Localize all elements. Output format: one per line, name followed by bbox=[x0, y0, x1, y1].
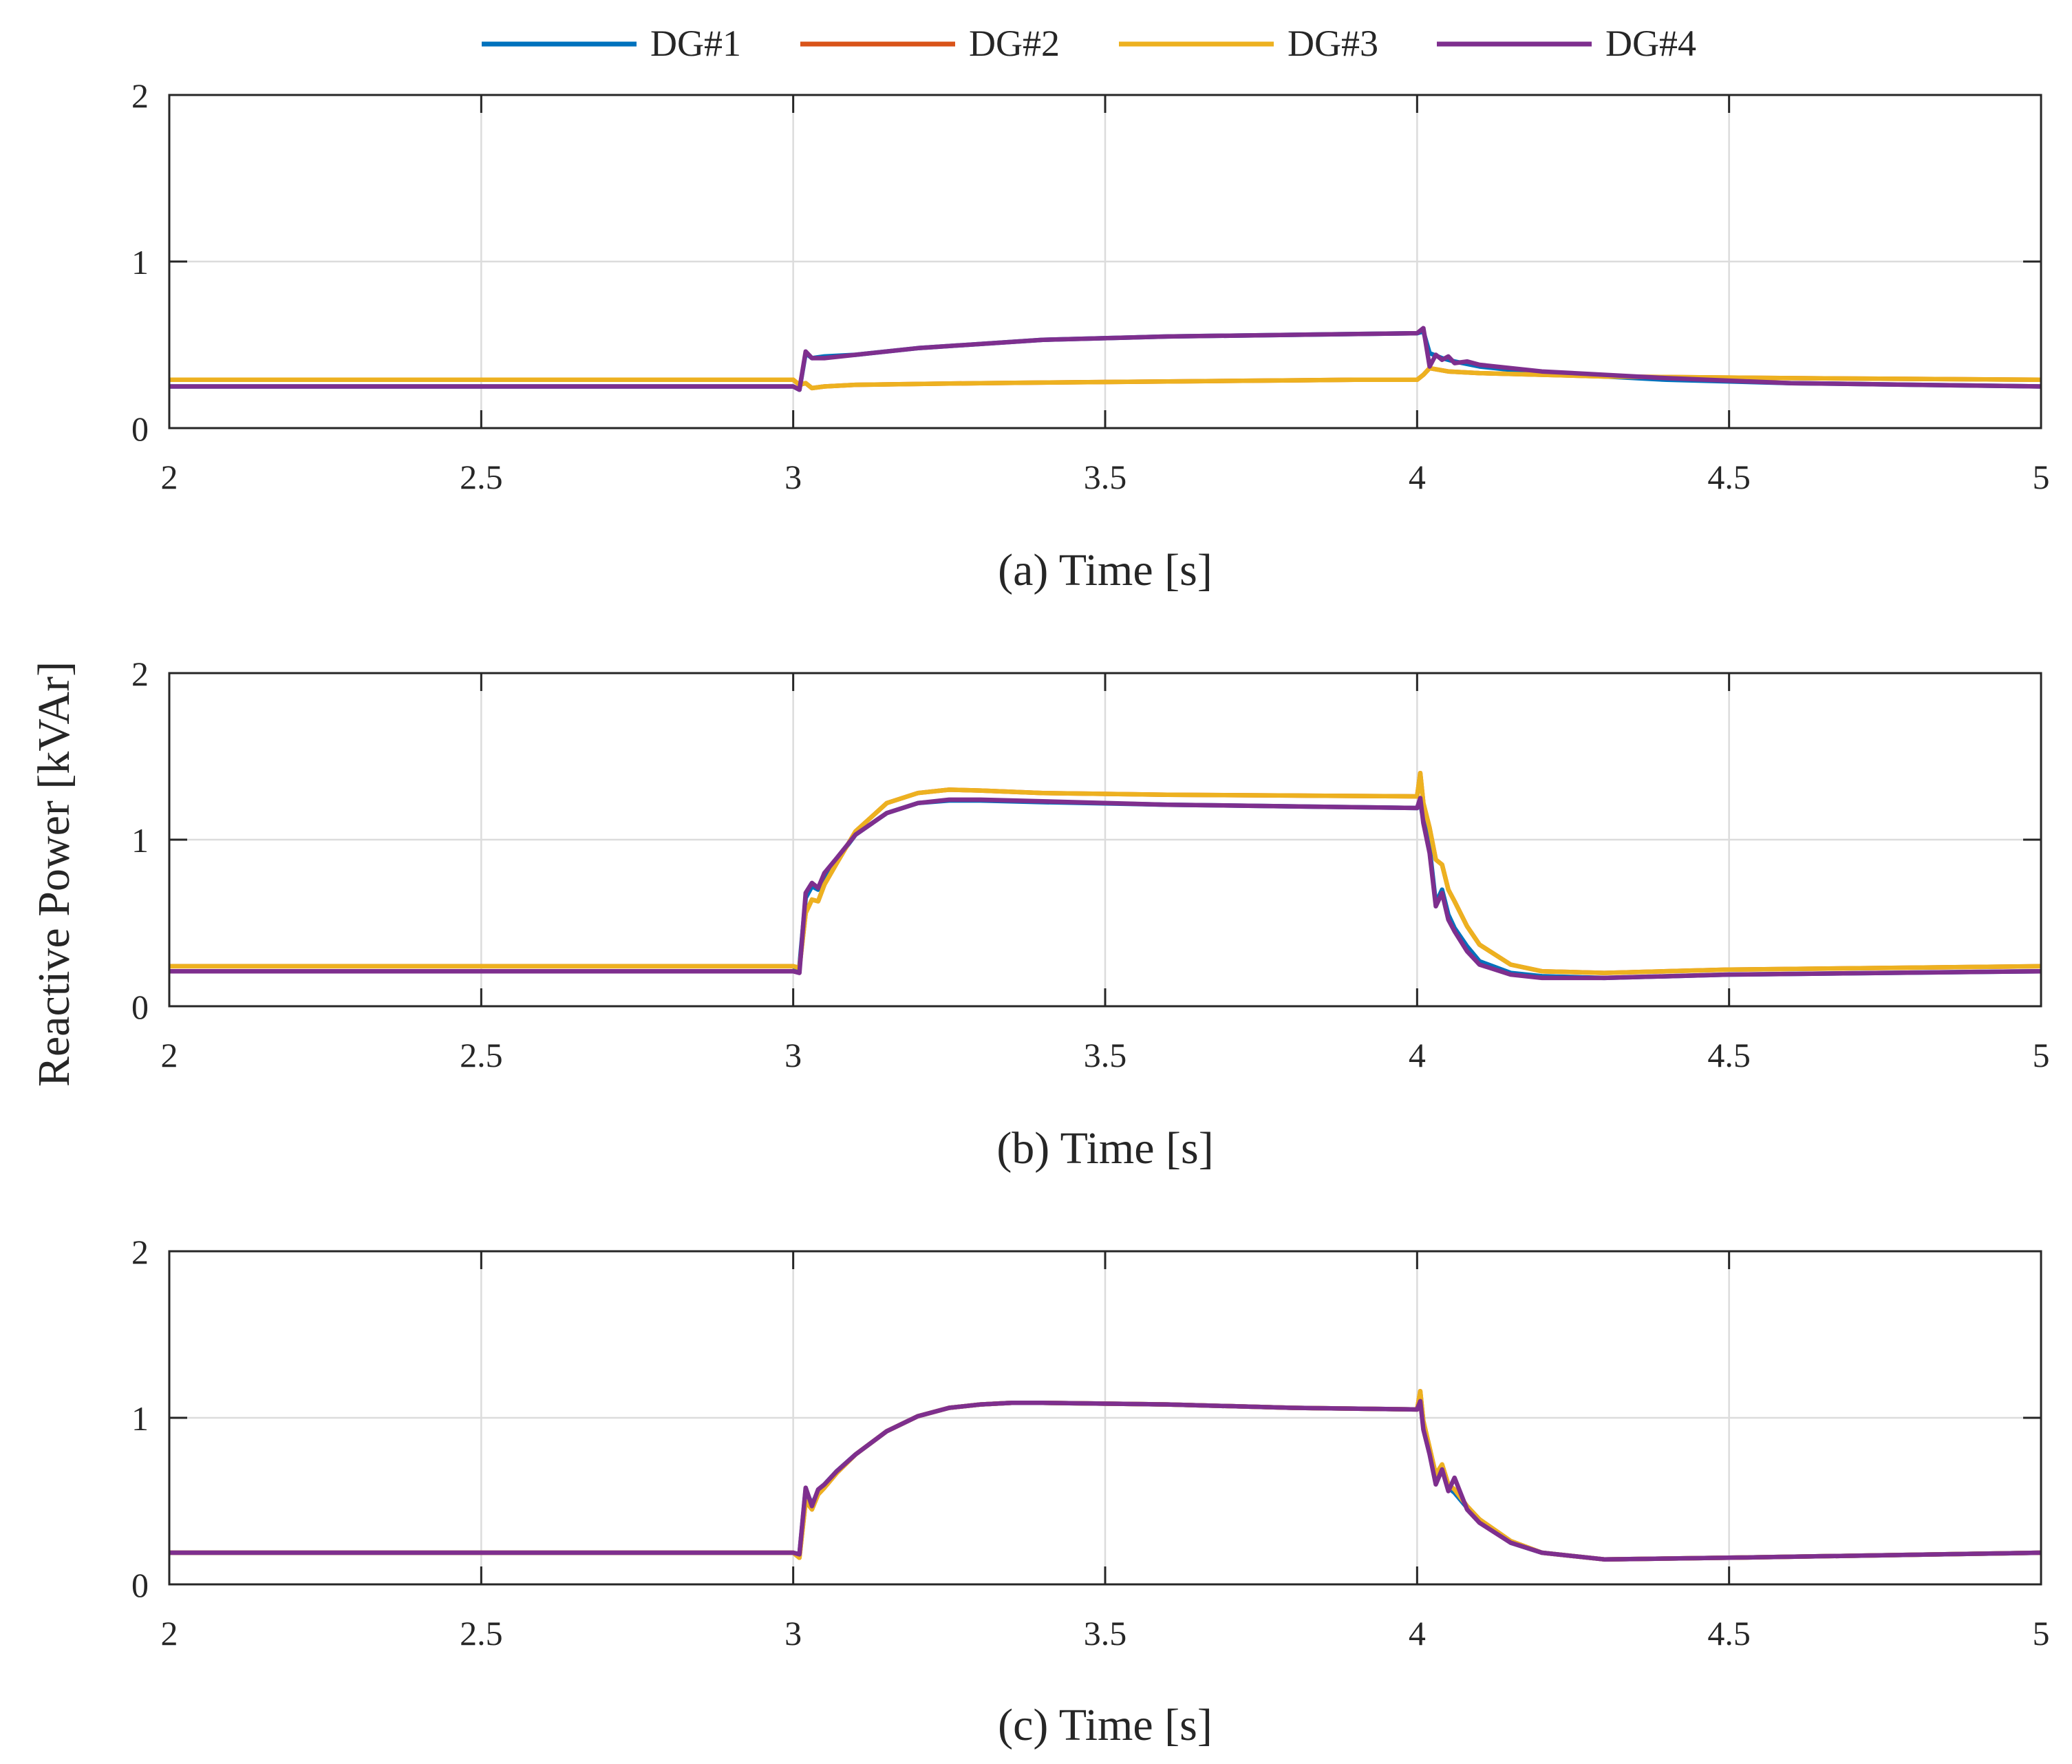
legend-label-dg3: DG#3 bbox=[1288, 23, 1378, 64]
series-line-b-dg3 bbox=[169, 770, 2041, 975]
x-tick-label-b-6: 5 bbox=[2033, 1036, 2050, 1074]
series-group-c bbox=[169, 1389, 2041, 1562]
y-tick-label-b-0: 0 bbox=[131, 988, 149, 1026]
y-tick-label-a-2: 2 bbox=[131, 76, 149, 115]
y-tick-label-c-1: 1 bbox=[131, 1399, 149, 1438]
x-axis-label-c: (c) Time [s] bbox=[998, 1700, 1213, 1750]
series-group-b bbox=[169, 770, 2041, 981]
series-group-a bbox=[169, 326, 2041, 392]
x-tick-label-a-0: 2 bbox=[161, 458, 178, 496]
legend-label-dg4: DG#4 bbox=[1605, 23, 1696, 64]
x-tick-label-a-4: 4 bbox=[1409, 458, 1426, 496]
x-tick-label-b-0: 2 bbox=[161, 1036, 178, 1074]
x-tick-label-c-4: 4 bbox=[1409, 1614, 1426, 1653]
subplot-a: 2 2.5 3 3.5 4 4.5 5 0 1 2 (a) Time [s] bbox=[131, 76, 2050, 595]
x-tick-label-a-1: 2.5 bbox=[460, 458, 503, 496]
series-line-c-dg4 bbox=[169, 1399, 2041, 1562]
x-tick-label-c-2: 3 bbox=[784, 1614, 802, 1653]
x-axis-label-a: (a) Time [s] bbox=[998, 545, 1213, 595]
x-tick-label-c-5: 4.5 bbox=[1707, 1614, 1751, 1653]
y-axis-label: Reactive Power [kVAr] bbox=[29, 661, 79, 1087]
x-tick-label-b-1: 2.5 bbox=[460, 1036, 503, 1074]
subplot-c: 2 2.5 3 3.5 4 4.5 5 0 1 2 (c) Time [s] bbox=[131, 1233, 2050, 1750]
legend-label-dg2: DG#2 bbox=[969, 23, 1060, 64]
x-tick-label-b-4: 4 bbox=[1409, 1036, 1426, 1074]
series-line-b-dg4 bbox=[169, 796, 2041, 981]
y-tick-label-b-2: 2 bbox=[131, 655, 149, 693]
subplot-b: 2 2.5 3 3.5 4 4.5 5 0 1 2 (b) Time [s] bbox=[131, 655, 2050, 1173]
y-tick-label-c-0: 0 bbox=[131, 1566, 149, 1604]
x-tick-label-b-2: 3 bbox=[784, 1036, 802, 1074]
x-tick-label-a-5: 4.5 bbox=[1707, 458, 1751, 496]
x-tick-label-a-6: 5 bbox=[2033, 458, 2050, 496]
y-tick-label-b-1: 1 bbox=[131, 821, 149, 860]
legend: DG#1 DG#2 DG#3 DG#4 bbox=[482, 23, 1696, 64]
y-tick-label-a-0: 0 bbox=[131, 410, 149, 448]
series-line-a-dg3 bbox=[169, 365, 2041, 391]
x-tick-label-c-1: 2.5 bbox=[460, 1614, 503, 1653]
x-axis-label-b: (b) Time [s] bbox=[996, 1123, 1213, 1173]
x-tick-label-c-6: 5 bbox=[2033, 1614, 2050, 1653]
x-tick-label-b-5: 4.5 bbox=[1707, 1036, 1751, 1074]
x-tick-label-c-3: 3.5 bbox=[1084, 1614, 1127, 1653]
x-tick-label-c-0: 2 bbox=[161, 1614, 178, 1653]
y-tick-label-c-2: 2 bbox=[131, 1233, 149, 1271]
y-tick-label-a-1: 1 bbox=[131, 243, 149, 281]
x-tick-label-a-2: 3 bbox=[784, 458, 802, 496]
legend-label-dg1: DG#1 bbox=[650, 23, 741, 64]
x-tick-label-a-3: 3.5 bbox=[1084, 458, 1127, 496]
x-tick-label-b-3: 3.5 bbox=[1084, 1036, 1127, 1074]
series-line-a-dg4 bbox=[169, 326, 2041, 392]
